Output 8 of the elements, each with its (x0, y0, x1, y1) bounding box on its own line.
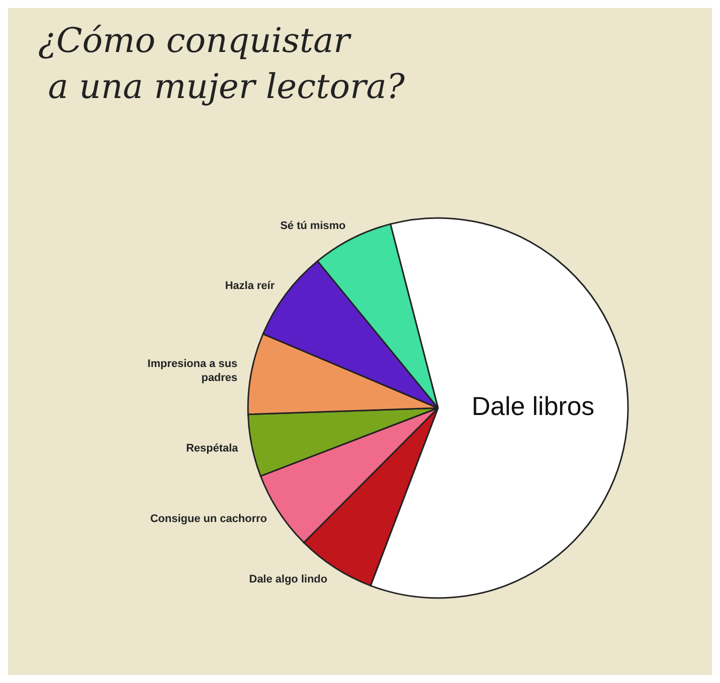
slice-label: Hazla reír (225, 280, 276, 292)
slice-label: Dale algo lindo (249, 573, 328, 586)
slice-label: Respétala (186, 442, 239, 454)
slice-label: Consigue un cachorro (150, 513, 268, 526)
chart-title: ¿Cómo conquistar a una mujer lectora? (38, 20, 405, 109)
slice-label: Dale libros (472, 390, 594, 421)
slice-label: Sé tú mismo (280, 220, 346, 232)
slice-label: Impresiona a sus padres (148, 358, 238, 384)
